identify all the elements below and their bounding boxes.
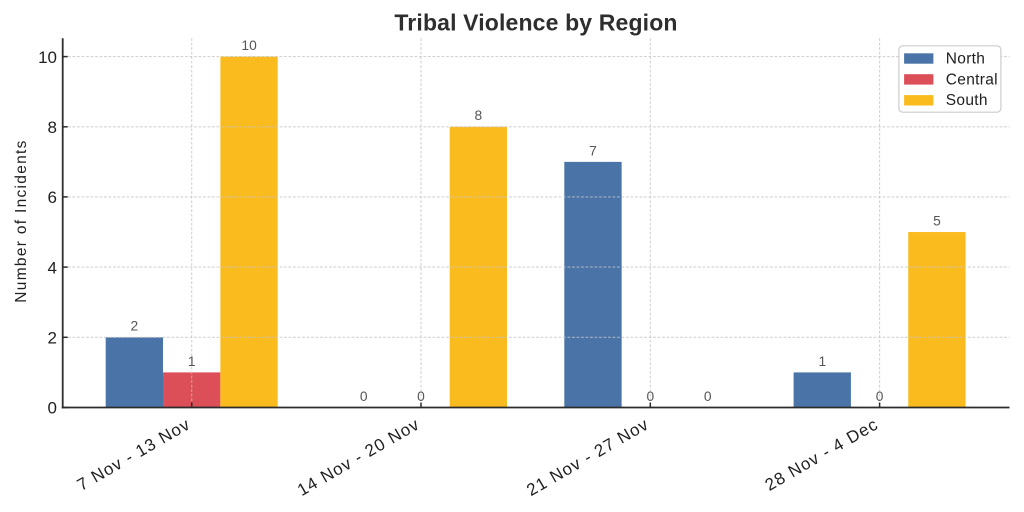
- svg-text:Number of Incidents: Number of Incidents: [13, 139, 30, 302]
- svg-text:0: 0: [48, 399, 57, 418]
- svg-text:0: 0: [417, 389, 425, 404]
- svg-text:1: 1: [188, 354, 196, 369]
- svg-text:5: 5: [933, 214, 941, 229]
- svg-text:0: 0: [876, 389, 884, 404]
- svg-text:South: South: [946, 92, 988, 109]
- svg-text:10: 10: [38, 48, 57, 67]
- svg-text:North: North: [946, 50, 985, 67]
- svg-text:Central: Central: [946, 71, 998, 88]
- svg-text:1: 1: [818, 354, 826, 369]
- svg-text:4: 4: [48, 258, 57, 277]
- svg-text:0: 0: [646, 389, 654, 404]
- svg-text:Tribal Violence by Region: Tribal Violence by Region: [394, 10, 677, 36]
- svg-text:8: 8: [475, 108, 483, 123]
- svg-text:2: 2: [131, 319, 139, 334]
- svg-text:0: 0: [360, 389, 368, 404]
- svg-text:7: 7: [589, 143, 597, 158]
- svg-text:8: 8: [48, 118, 57, 137]
- svg-text:10: 10: [241, 38, 257, 53]
- svg-text:2: 2: [48, 329, 57, 348]
- svg-text:6: 6: [48, 188, 57, 207]
- svg-text:0: 0: [704, 389, 712, 404]
